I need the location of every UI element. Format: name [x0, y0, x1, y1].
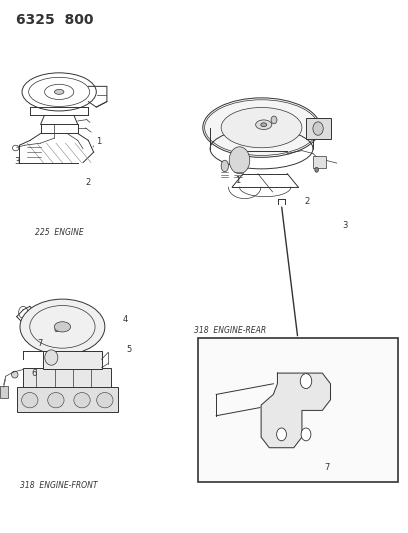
Ellipse shape	[313, 122, 323, 135]
Text: 1: 1	[96, 137, 101, 146]
Circle shape	[271, 116, 277, 124]
Text: 6325  800: 6325 800	[16, 13, 94, 27]
Ellipse shape	[261, 123, 267, 127]
Text: 3: 3	[15, 157, 20, 166]
Ellipse shape	[54, 322, 71, 332]
Bar	[17, 386, 118, 412]
Ellipse shape	[256, 120, 272, 130]
Text: 225  ENGINE: 225 ENGINE	[35, 228, 84, 237]
Ellipse shape	[97, 392, 113, 408]
Text: 4: 4	[122, 316, 128, 325]
Ellipse shape	[54, 90, 64, 94]
Circle shape	[301, 428, 311, 441]
Text: 2: 2	[304, 197, 309, 206]
Text: 318  ENGINE-REAR: 318 ENGINE-REAR	[195, 326, 266, 335]
Bar	[306, 118, 331, 139]
Bar	[23, 368, 111, 389]
Text: 5: 5	[126, 345, 132, 354]
Text: 3: 3	[343, 221, 348, 230]
Polygon shape	[261, 373, 330, 448]
Ellipse shape	[11, 371, 18, 378]
Ellipse shape	[234, 160, 242, 172]
Ellipse shape	[48, 392, 64, 408]
Text: 2: 2	[86, 179, 91, 188]
Bar	[43, 351, 102, 369]
Ellipse shape	[221, 160, 228, 172]
Circle shape	[300, 374, 312, 389]
Circle shape	[315, 167, 319, 172]
Circle shape	[277, 428, 286, 441]
Ellipse shape	[45, 350, 58, 365]
Ellipse shape	[74, 392, 90, 408]
Text: 7: 7	[324, 463, 330, 472]
Ellipse shape	[20, 299, 105, 354]
Bar	[0, 386, 8, 398]
Text: 7: 7	[38, 340, 43, 349]
Text: 1: 1	[235, 176, 240, 185]
Text: 6: 6	[31, 369, 36, 378]
Bar	[313, 156, 326, 168]
Text: 318  ENGINE-FRONT: 318 ENGINE-FRONT	[20, 481, 98, 490]
Text: 8: 8	[53, 325, 58, 334]
Ellipse shape	[203, 98, 320, 157]
Ellipse shape	[221, 108, 302, 148]
Ellipse shape	[22, 392, 38, 408]
Bar	[198, 338, 398, 482]
Ellipse shape	[229, 147, 250, 174]
